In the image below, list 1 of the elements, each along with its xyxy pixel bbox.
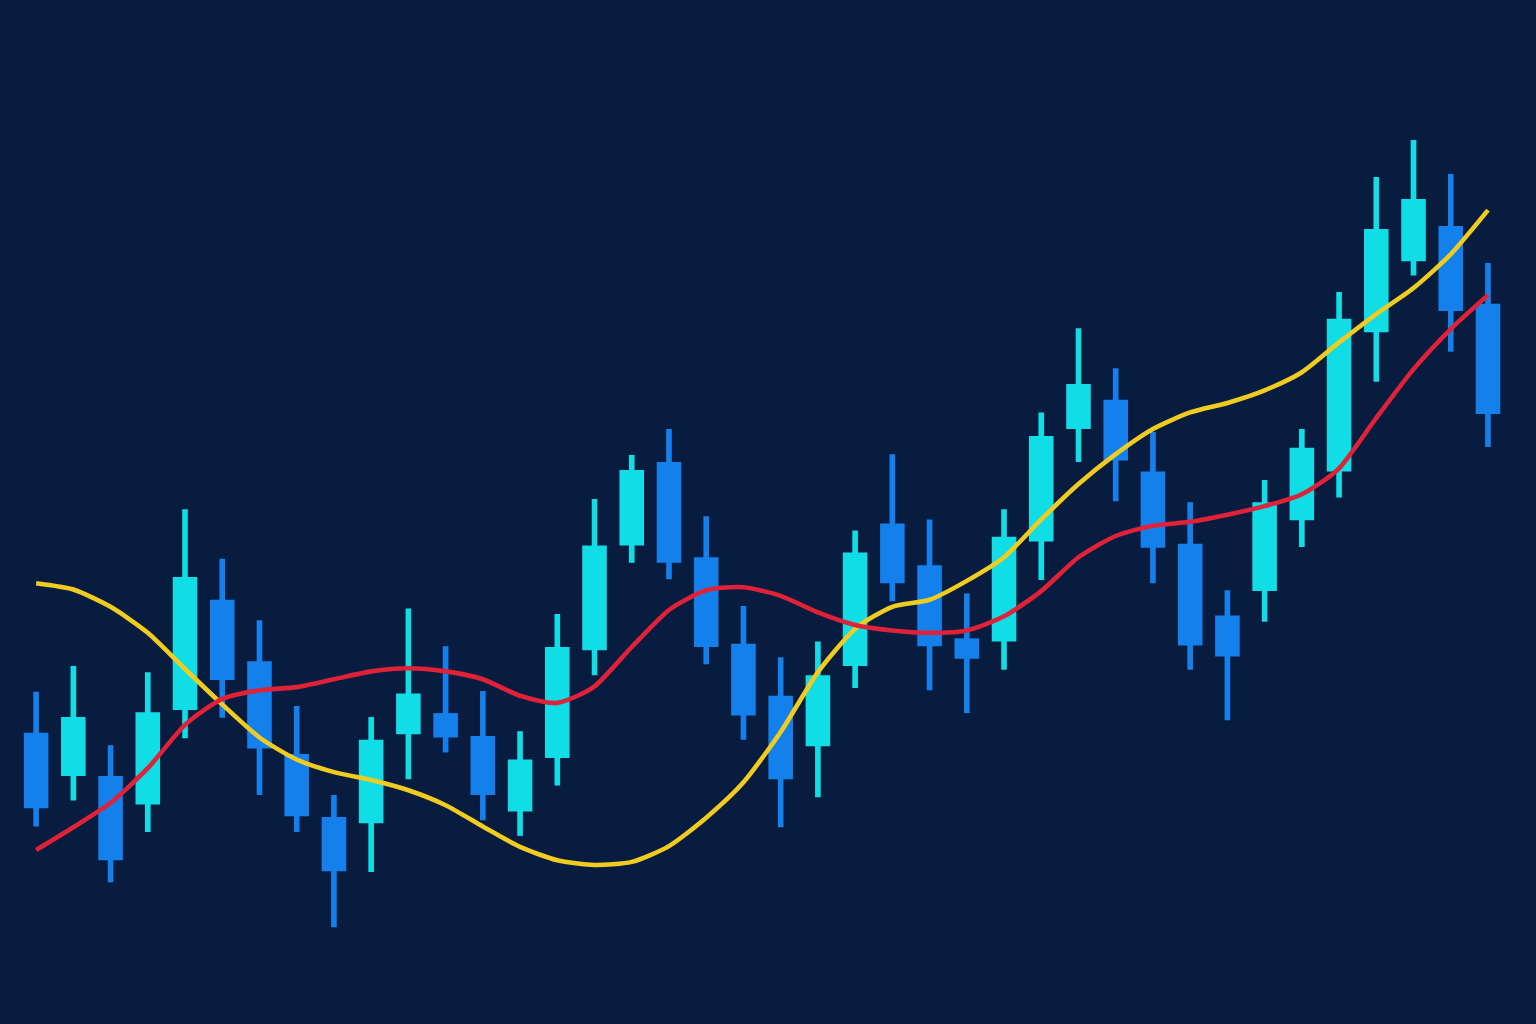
candlestick: [954, 593, 980, 714]
